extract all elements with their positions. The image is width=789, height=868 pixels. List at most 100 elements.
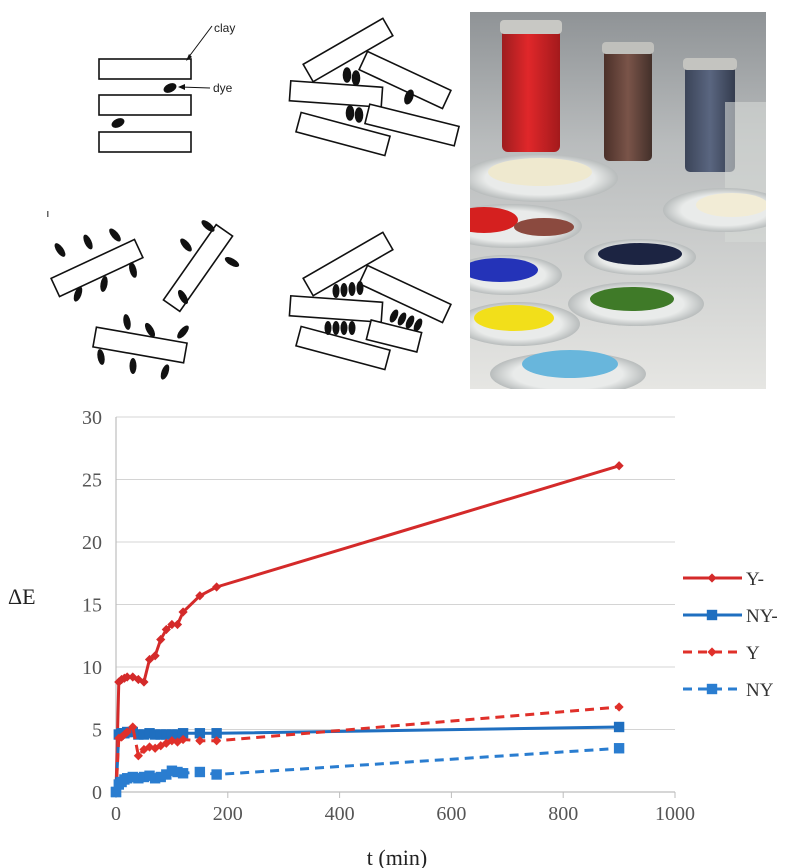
y-tick-labels: 0 5 10 15 20 25 30 bbox=[82, 407, 102, 804]
data-point bbox=[166, 765, 178, 776]
x-tick-label: 1000 bbox=[655, 803, 695, 825]
legend-item: NY- bbox=[683, 606, 778, 627]
schematic-labels: clay dye bbox=[178, 21, 235, 95]
y-tick-label: 30 bbox=[82, 407, 102, 429]
schematic-aggregated bbox=[288, 17, 461, 157]
clay-layer bbox=[288, 294, 384, 324]
data-point bbox=[139, 677, 149, 687]
clay-layer bbox=[302, 231, 394, 297]
data-point bbox=[161, 729, 172, 740]
data-point bbox=[211, 769, 222, 780]
series-y- bbox=[111, 461, 624, 797]
data-point bbox=[161, 624, 171, 635]
clay-layer bbox=[358, 50, 452, 110]
data-point bbox=[121, 773, 133, 784]
data-point bbox=[212, 736, 222, 746]
x-tick-label: 400 bbox=[325, 803, 355, 825]
x-axis-label: t (min) bbox=[367, 845, 428, 868]
clay-label: clay bbox=[214, 21, 235, 35]
dye-molecules-exfoliated bbox=[54, 220, 240, 380]
y-axis-label: ΔE bbox=[8, 584, 36, 609]
dye-molecule bbox=[354, 107, 364, 123]
series-y bbox=[111, 702, 624, 797]
dye-label: dye bbox=[213, 81, 233, 95]
y-tick-label: 10 bbox=[82, 657, 102, 679]
data-point bbox=[194, 728, 206, 739]
data-point bbox=[178, 734, 188, 745]
data-point bbox=[138, 771, 150, 783]
red-pigment-dish bbox=[470, 204, 582, 248]
clay-layer bbox=[50, 238, 144, 298]
y-tick-label: 25 bbox=[82, 470, 102, 492]
data-point bbox=[122, 672, 132, 682]
x-tick-label: 200 bbox=[213, 803, 243, 825]
clay-dye-schematic: clay dye bbox=[47, 17, 461, 380]
clay-layer bbox=[162, 223, 234, 313]
light-blue-pigment-dish bbox=[490, 350, 646, 389]
schematic-intercalated bbox=[98, 58, 192, 153]
legend-marker bbox=[706, 683, 718, 695]
y-tick-label: 20 bbox=[82, 532, 102, 554]
red-pigment-jar bbox=[500, 20, 562, 152]
clay-layer bbox=[288, 79, 384, 109]
yellow-pigment-dish bbox=[470, 302, 580, 346]
dye-molecule bbox=[345, 105, 355, 121]
data-point bbox=[149, 729, 161, 740]
data-point bbox=[155, 771, 166, 783]
series-ny bbox=[110, 743, 625, 798]
x-tick-label: 600 bbox=[436, 803, 466, 825]
y-tick-label: 0 bbox=[92, 782, 102, 804]
blue-grey-pigment-jar bbox=[683, 58, 737, 172]
series-line bbox=[114, 725, 620, 793]
chart-series bbox=[110, 461, 625, 798]
dye-molecule bbox=[351, 70, 361, 86]
data-point bbox=[195, 591, 205, 601]
brown-pigment-jar bbox=[602, 42, 654, 161]
chart-legend: Y- NY- Y NY bbox=[683, 569, 778, 701]
data-point bbox=[150, 651, 160, 661]
series-line bbox=[114, 464, 620, 793]
data-point bbox=[212, 582, 222, 592]
y-tick-label: 5 bbox=[92, 720, 102, 742]
navy-pigment-dish bbox=[584, 239, 696, 275]
data-point bbox=[144, 728, 155, 739]
data-point bbox=[128, 722, 138, 732]
data-point bbox=[172, 766, 183, 778]
clay-layer bbox=[294, 111, 392, 157]
legend-label: Y- bbox=[746, 569, 764, 590]
clay-layer bbox=[98, 131, 192, 153]
clay-layer bbox=[92, 326, 188, 364]
data-point bbox=[613, 721, 625, 733]
x-tick-label: 800 bbox=[548, 803, 578, 825]
schematic-exfoliated bbox=[50, 223, 234, 364]
clay-layer bbox=[302, 17, 394, 83]
white-pigment-dish bbox=[470, 154, 618, 202]
x-tick-label: 0 bbox=[111, 803, 121, 825]
data-point bbox=[149, 773, 161, 784]
dye-molecule bbox=[342, 67, 352, 83]
dye-molecule bbox=[163, 83, 177, 93]
data-point bbox=[133, 751, 143, 761]
clay-layer bbox=[365, 319, 423, 353]
data-point bbox=[177, 728, 189, 739]
clay-layer bbox=[294, 325, 392, 371]
blue-pigment-dish bbox=[470, 255, 562, 295]
data-point bbox=[614, 702, 624, 712]
x-tick-labels: 0 200 400 600 800 1000 bbox=[111, 803, 695, 825]
data-point bbox=[156, 634, 166, 645]
legend-marker bbox=[707, 573, 717, 583]
data-point bbox=[211, 728, 222, 739]
schematic-clustered bbox=[288, 231, 452, 371]
data-point bbox=[172, 619, 183, 630]
white-flakes-dish bbox=[663, 188, 766, 232]
dye-molecule bbox=[111, 118, 125, 128]
data-point bbox=[155, 729, 166, 740]
legend-item: Y- bbox=[683, 569, 764, 590]
dye-clusters bbox=[324, 281, 423, 335]
data-point bbox=[138, 729, 150, 740]
data-point bbox=[613, 743, 625, 754]
data-point bbox=[110, 786, 122, 798]
legend-marker bbox=[706, 609, 718, 621]
data-point bbox=[144, 654, 155, 665]
data-point bbox=[172, 729, 183, 740]
